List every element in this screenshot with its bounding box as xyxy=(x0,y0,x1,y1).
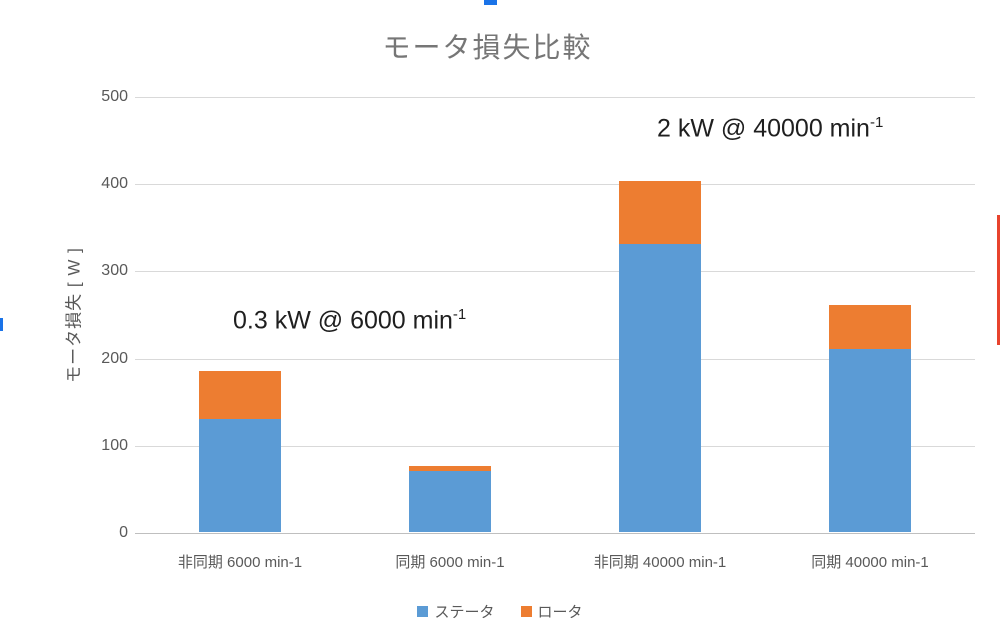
stacked-bar xyxy=(619,180,701,532)
crop-mark-right xyxy=(997,215,1000,345)
annotation-low-speed-sup: -1 xyxy=(452,306,467,323)
bar-segment-ステータ xyxy=(829,348,911,532)
annotation-high-speed-text: 2 kW @ 40000 min xyxy=(657,114,870,143)
rotor-swatch-icon xyxy=(520,606,532,617)
legend-item-stator: ステータ xyxy=(417,601,495,622)
legend-label-rotor: ロータ xyxy=(537,604,583,621)
x-axis-label: 非同期 40000 min-1 xyxy=(593,554,727,571)
annotation-high-speed-sup: -1 xyxy=(869,114,884,131)
bar-segment-ステータ xyxy=(619,244,701,532)
legend-item-rotor: ロータ xyxy=(520,601,583,622)
gridline-500 xyxy=(135,97,975,98)
legend: ステータ ロータ xyxy=(0,601,1000,622)
stator-swatch-icon xyxy=(417,606,429,617)
y-tick-label-0: 0 xyxy=(119,524,128,541)
stacked-bar xyxy=(829,305,911,532)
gridline-200 xyxy=(135,358,975,360)
y-tick-label-100: 100 xyxy=(101,436,128,454)
x-axis-label: 同期 40000 min-1 xyxy=(811,554,929,571)
y-tick-label-400: 400 xyxy=(101,175,128,193)
gridline-300 xyxy=(135,271,975,273)
bar-segment-ステータ xyxy=(409,470,491,532)
y-tick-label-300: 300 xyxy=(101,262,128,280)
bar-segment-ステータ xyxy=(199,418,281,532)
gridline-0 xyxy=(135,533,975,534)
bar-segment-ロータ xyxy=(619,180,701,245)
bar-segment-ロータ xyxy=(829,305,911,349)
crop-mark-top xyxy=(484,0,497,5)
bar-segment-ロータ xyxy=(199,370,281,419)
stacked-bar xyxy=(409,465,491,532)
annotation-low-speed: 0.3 kW @ 6000 min-1 xyxy=(233,306,466,335)
annotation-high-speed: 2 kW @ 40000 min-1 xyxy=(657,114,883,143)
stacked-bar xyxy=(199,370,281,532)
legend-label-stator: ステータ xyxy=(434,604,495,621)
x-axis-label: 同期 6000 min-1 xyxy=(395,554,505,571)
y-tick-label-200: 200 xyxy=(101,349,128,367)
chart-title: モータ損失比較 xyxy=(382,32,593,63)
annotation-low-speed-text: 0.3 kW @ 6000 min xyxy=(233,306,453,335)
x-axis-label: 非同期 6000 min-1 xyxy=(177,554,303,571)
bar-segment-ロータ xyxy=(409,465,491,471)
gridline-100 xyxy=(135,445,975,447)
plot-area xyxy=(135,97,975,534)
y-tick-label-500: 500 xyxy=(101,88,128,105)
gridline-400 xyxy=(135,184,975,186)
crop-mark-left xyxy=(0,318,3,331)
